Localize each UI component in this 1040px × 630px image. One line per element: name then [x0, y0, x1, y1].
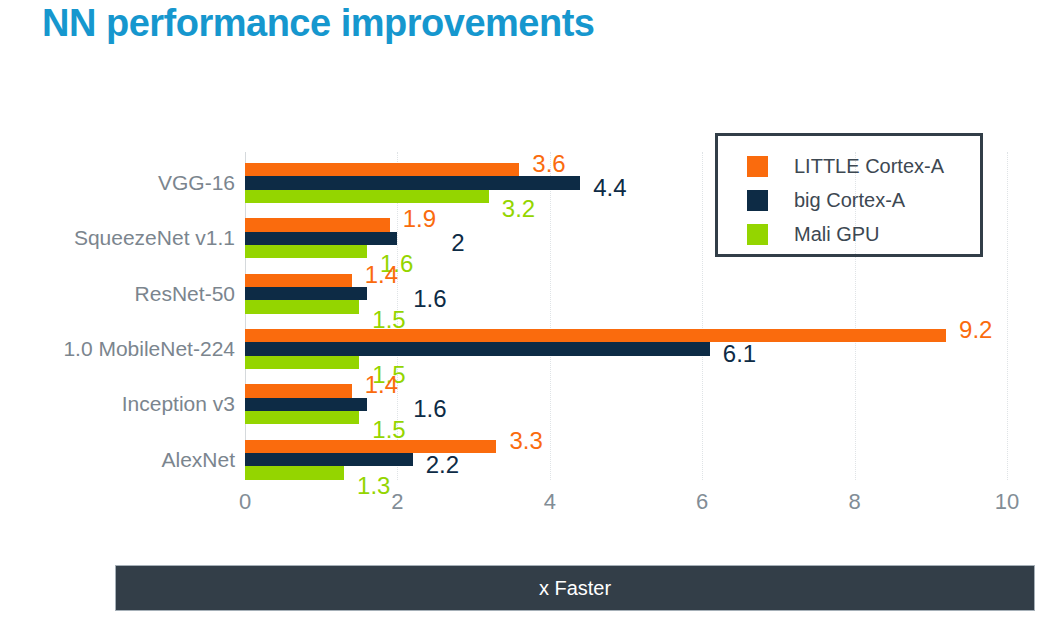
- legend-swatch-navy: [747, 190, 768, 211]
- bar-navy: [245, 453, 413, 466]
- x-tick-6: 6: [696, 489, 708, 515]
- bar-green: [245, 245, 367, 258]
- value-label-navy: 2: [451, 229, 464, 257]
- legend-swatch-orange: [747, 156, 768, 177]
- value-label-orange: 9.2: [959, 316, 992, 344]
- value-label-orange: 3.3: [509, 427, 542, 455]
- gridline-4: [550, 152, 551, 480]
- category-label: ResNet-50: [135, 282, 235, 306]
- legend-label: big Cortex-A: [794, 189, 905, 212]
- x-tick-2: 2: [391, 489, 403, 515]
- bar-green: [245, 190, 489, 203]
- x-axis-title-bar: x Faster: [115, 565, 1035, 611]
- legend-item: Mali GPU: [747, 217, 980, 251]
- category-label: Inception v3: [122, 392, 235, 416]
- bar-green: [245, 411, 359, 424]
- legend: LITTLE Cortex-A big Cortex-A Mali GPU: [715, 133, 983, 257]
- category-label: VGG-16: [158, 171, 235, 195]
- bar-orange: [245, 274, 352, 287]
- bar-navy: [245, 176, 580, 189]
- value-label-green: 3.2: [502, 195, 535, 223]
- x-tick-10: 10: [995, 489, 1019, 515]
- value-label-navy: 6.1: [723, 340, 756, 368]
- value-label-navy: 1.6: [413, 395, 446, 423]
- legend-label: Mali GPU: [794, 223, 880, 246]
- value-label-navy: 1.6: [413, 285, 446, 313]
- x-tick-8: 8: [848, 489, 860, 515]
- gridline-10: [1007, 152, 1008, 480]
- legend-swatch-green: [747, 224, 768, 245]
- bar-navy: [245, 287, 367, 300]
- legend-item: big Cortex-A: [747, 183, 980, 217]
- bar-navy: [245, 342, 710, 355]
- x-axis-title: x Faster: [539, 577, 611, 600]
- category-label: 1.0 MobileNet-224: [63, 337, 235, 361]
- value-label-navy: 2.2: [426, 451, 459, 479]
- legend-label: LITTLE Cortex-A: [794, 155, 944, 178]
- x-tick-0: 0: [239, 489, 251, 515]
- value-label-navy: 4.4: [593, 174, 626, 202]
- bar-orange: [245, 329, 946, 342]
- value-label-orange: 1.4: [365, 261, 398, 289]
- gridline-6: [702, 152, 703, 480]
- bar-green: [245, 300, 359, 313]
- category-label: SqueezeNet v1.1: [74, 226, 235, 250]
- bar-orange: [245, 218, 390, 231]
- value-label-green: 1.3: [357, 472, 390, 500]
- x-tick-4: 4: [544, 489, 556, 515]
- bar-green: [245, 466, 344, 479]
- value-label-orange: 1.9: [403, 205, 436, 233]
- bar-green: [245, 356, 359, 369]
- category-label: AlexNet: [161, 448, 235, 472]
- bar-orange: [245, 384, 352, 397]
- bar-navy: [245, 232, 397, 245]
- value-label-orange: 3.6: [532, 150, 565, 178]
- value-label-orange: 1.4: [365, 371, 398, 399]
- bar-orange: [245, 163, 519, 176]
- plot-area: 0 2 4 6 8 10 VGG-16 3.6 4.4 3.2 SqueezeNet v1.1 1.9…: [0, 0, 1040, 630]
- legend-item: LITTLE Cortex-A: [747, 149, 980, 183]
- chart-canvas: NN performance improvements 0246810VGG-1…: [0, 0, 1040, 630]
- bar-navy: [245, 398, 367, 411]
